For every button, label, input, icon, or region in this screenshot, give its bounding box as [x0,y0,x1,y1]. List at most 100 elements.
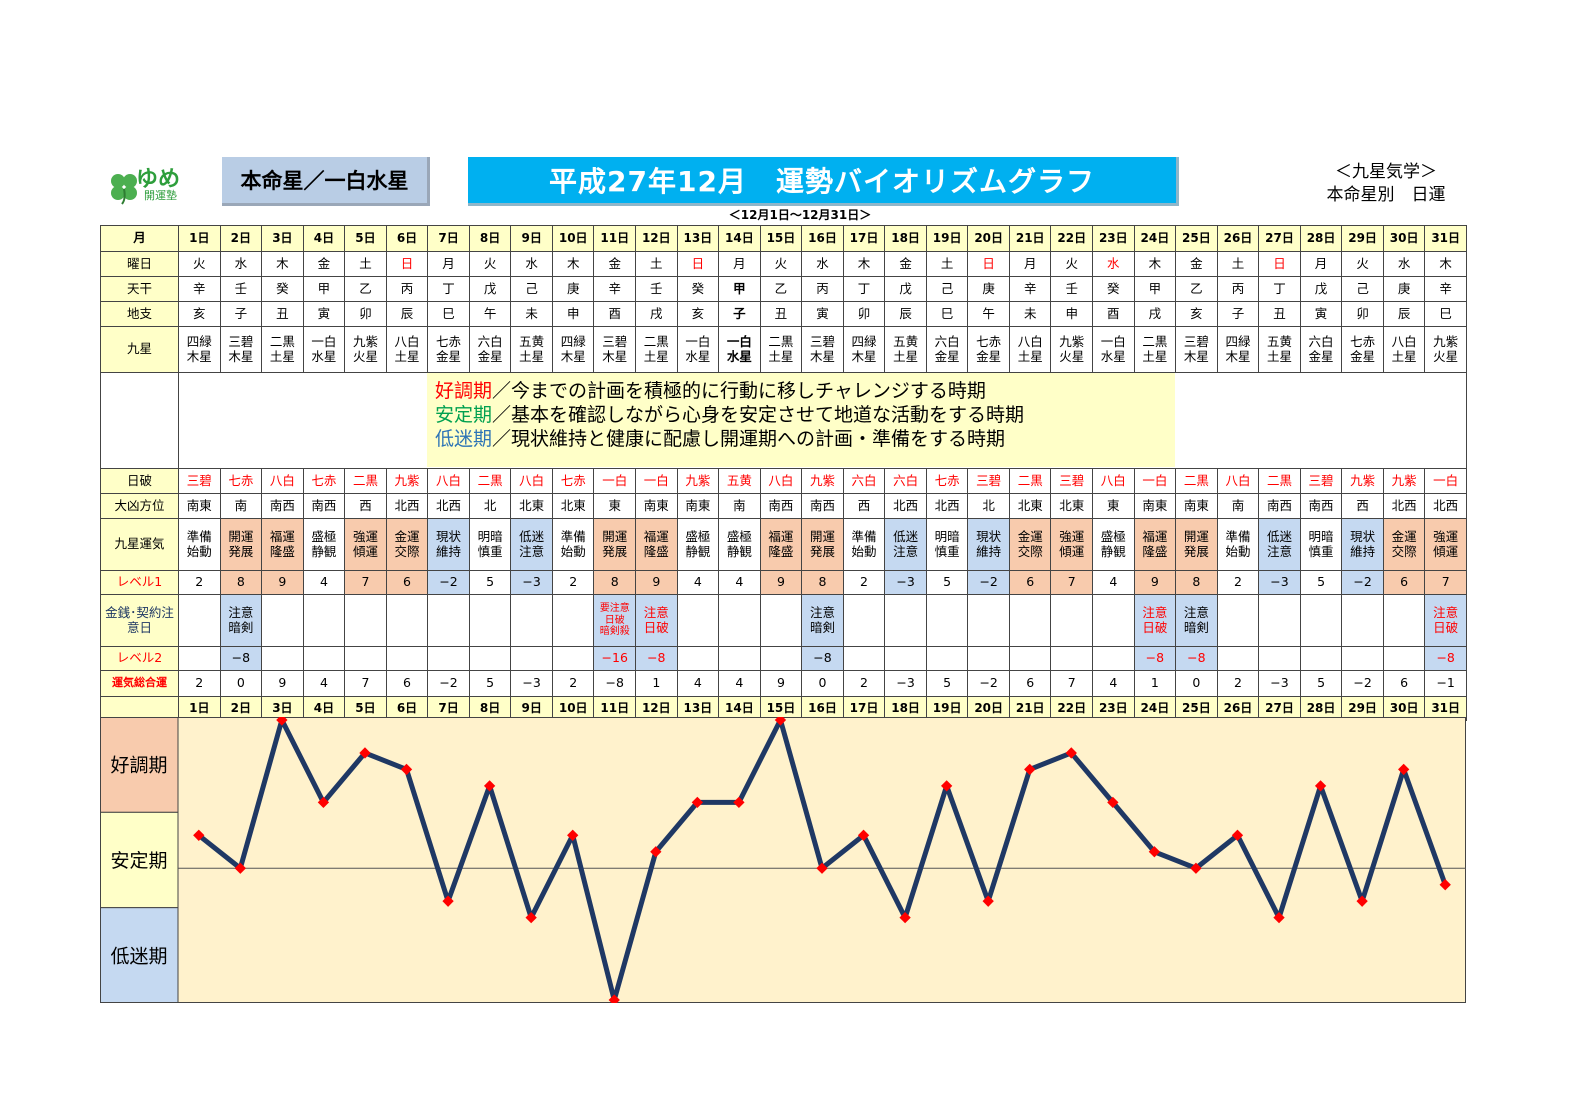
kyusei-cell: 六白 金星 [1299,326,1343,373]
daikyo-cell: 北東 [551,493,595,519]
day-header: 1日 [178,225,221,252]
daikyo-cell: 西 [344,493,387,519]
weekday-cell: 水 [801,251,844,277]
cell-text: 暗剣 [809,619,835,635]
level2-cell [385,646,429,671]
nippa-cell: 二黒 [1175,468,1218,494]
legend-item: 安定期／基本を確認しながら心身を安定させて地道な活動をする時期 [435,403,1167,427]
cell-text: 金運 [1391,529,1417,545]
caution-cell [1216,594,1260,647]
data-point [525,911,537,924]
weekday-cell: 月 [1008,251,1052,277]
cell-text: 七赤 [1350,334,1376,350]
caution-cell [510,594,553,647]
chishi-cell: 辰 [1382,301,1426,327]
nippa-cell: 六白 [884,468,927,494]
cell-text: 八白 [1017,334,1043,350]
cell-text: 二黒 [768,334,794,350]
level2-cell: −8 [801,646,844,671]
total-cell: 0 [1175,670,1218,697]
tenkan-cell: 丁 [427,276,470,302]
daikyo-cell: 北 [967,493,1010,519]
day-header: 31日 [1424,225,1467,252]
cell-text: 注意 [809,605,835,621]
nippa-cell: 七赤 [551,468,595,494]
cell-text: 準備 [1225,529,1251,545]
chishi-cell: 巳 [1424,301,1467,327]
cell-text: 強運 [1433,529,1459,545]
nippa-cell: 二黒 [468,468,512,494]
level1-cell: 7 [344,570,387,595]
day-header: 14日 [718,225,761,252]
nippa-cell: 七赤 [925,468,969,494]
cell-text: 金運 [394,529,420,545]
daikyo-cell: 南 [219,493,263,519]
cell-text: 土星 [893,348,919,364]
cell-text: 交際 [1391,543,1417,559]
caution-cell [551,594,595,647]
caution-cell [1008,594,1052,647]
total-cell: 7 [1050,670,1094,697]
kyusei-cell: 四緑 木星 [1216,326,1260,373]
legend-body: ／基本を確認しながら心身を安定させて地道な活動をする時期 [492,404,1025,426]
cell-text: 四緑 [1225,334,1251,350]
cell-text: 低迷 [1266,529,1292,545]
level2-cell [718,646,761,671]
cell-text: 隆盛 [1142,543,1168,559]
cell-text: 注意 [228,605,254,621]
cell-text: 九紫 [352,334,378,350]
nippa-cell: 八白 [427,468,470,494]
total-cell: −2 [967,670,1010,697]
level1-cell: 6 [385,570,429,595]
cell-text: 土星 [1266,348,1292,364]
cell-text: 日破 [1142,619,1168,635]
tenkan-cell: 庚 [551,276,595,302]
level1-cell: 7 [1050,570,1094,595]
page-title: 平成27年12月 運勢バイオリズムグラフ [468,157,1179,206]
chishi-cell: 午 [468,301,512,327]
level2-cell [427,646,470,671]
cell-text: 八白 [1391,334,1417,350]
day-footer: 7日 [427,696,470,721]
level2-cell: −8 [635,646,678,671]
day-header: 17日 [842,225,886,252]
cell-text: 慎重 [477,543,503,559]
kyusei-cell: 七赤 金星 [967,326,1010,373]
cell-text: 暗剣 [1183,619,1209,635]
cell-text: 五黄 [893,334,919,350]
level2-cell [1258,646,1301,671]
level2-cell [261,646,304,671]
level1-cell: 6 [1008,570,1052,595]
label-weekday: 曜日 [100,251,179,277]
cell-text: 盛極 [311,529,337,545]
kyusei-cell: 一白 水星 [302,326,346,373]
cell-text: 九紫 [1059,334,1085,350]
caution-cell [842,594,886,647]
day-footer: 9日 [510,696,553,721]
caution-cell [468,594,512,647]
chishi-cell: 丑 [261,301,304,327]
level2-cell [1341,646,1384,671]
day-header: 7日 [427,225,470,252]
nippa-cell: 三碧 [1299,468,1343,494]
cell-text: 注意 [1183,605,1209,621]
day-footer: 28日 [1299,696,1343,721]
cell-text: 一白 [685,334,711,350]
level2-cell [1299,646,1343,671]
cell-text: 土星 [1142,348,1168,364]
band-label: 安定期 [110,850,167,872]
day-header: 29日 [1341,225,1384,252]
cell-text: 一白 [1100,334,1126,350]
day-footer: 20日 [967,696,1010,721]
level1-cell: 8 [593,570,637,595]
level2-cell [510,646,553,671]
weekday-cell: 日 [676,251,720,277]
nippa-cell: 二黒 [1258,468,1301,494]
cell-text: 土星 [1391,348,1417,364]
caution-cell [178,594,221,647]
cell-text: 明暗 [477,529,503,545]
cell-text: 低迷 [519,529,545,545]
legend-item: 低迷期／現状維持と健康に配慮し開運期への計画・準備をする時期 [435,427,1167,451]
kyusei-cell: 三碧 木星 [219,326,263,373]
daikyo-cell: 北東 [1008,493,1052,519]
